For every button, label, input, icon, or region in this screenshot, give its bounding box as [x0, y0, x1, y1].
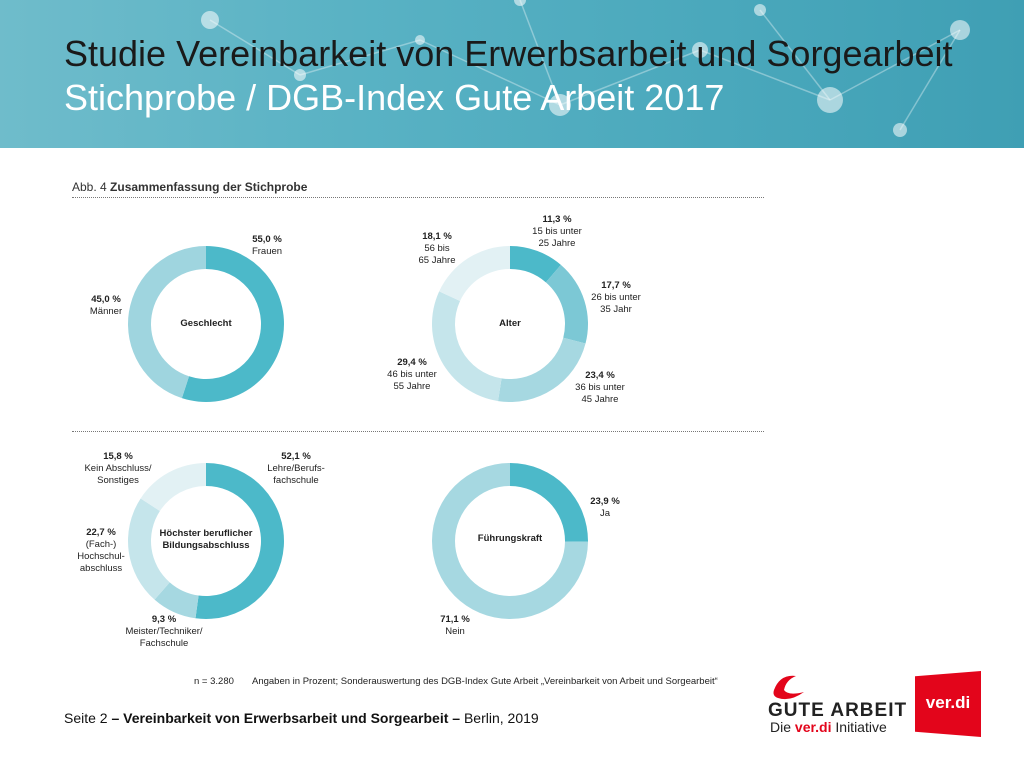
slice-label-text: 65 Jahre	[418, 255, 456, 266]
slice-label-text: Kein Abschluss/	[84, 463, 152, 474]
slice-label-alter-46-55: 29,4 % 46 bis unter 55 Jahre	[387, 357, 437, 393]
gute-arbeit-verdi: ver.di	[794, 719, 832, 735]
slice-label-text: fachschule	[273, 475, 319, 486]
gute-arbeit-swoosh-icon	[773, 675, 804, 700]
footer-page: Seite 2	[64, 710, 108, 726]
donut-slice-2	[498, 337, 586, 402]
slice-label-alter-15-25: 11,3 % 15 bis unter 25 Jahre	[532, 214, 582, 250]
slice-label-text: (Fach-)	[85, 539, 117, 550]
slice-percentage: 71,1 %	[440, 614, 470, 625]
center-label-line-2: Bildungsabschluss	[162, 540, 250, 551]
donut-slice-0	[181, 246, 284, 402]
slice-percentage: 22,7 %	[86, 527, 116, 538]
donut-slice-3	[432, 291, 502, 402]
verdi-logo: ver.di	[915, 671, 981, 737]
donut-slice-1	[432, 463, 588, 619]
donut-chart-geschlecht	[127, 246, 284, 402]
slice-label-text: 36 bis unter	[575, 382, 625, 393]
slice-percentage: 18,1 %	[422, 231, 452, 242]
source-note: Angaben in Prozent; Sonderauswertung des…	[252, 676, 718, 687]
slice-label-text: 55 Jahre	[393, 381, 431, 392]
slice-label-maenner: 45,0 % Männer	[90, 294, 122, 318]
slice-percentage: 23,9 %	[590, 496, 620, 507]
sample-size-note: n = 3.280	[194, 676, 234, 687]
gute-arbeit-initiative: Initiative	[835, 719, 887, 735]
slice-label-text: Hochschul-	[77, 551, 125, 562]
slice-label-hochschule: 22,7 % (Fach-) Hochschul-abschluss	[77, 527, 125, 575]
divider-top	[72, 197, 764, 198]
donut-slice-4	[439, 246, 510, 301]
donut-slice-3	[140, 463, 206, 511]
donut-chart-bildungsabschluss	[127, 463, 285, 619]
header-banner: Studie Vereinbarkeit von Erwerbsarbeit u…	[0, 0, 1024, 148]
slice-percentage: 17,7 %	[601, 280, 631, 291]
slice-label-alter-26-35: 17,7 % 26 bis unter 35 Jahr	[591, 280, 641, 316]
center-label-geschlecht: Geschlecht	[180, 318, 232, 329]
divider-middle	[72, 431, 764, 432]
donut-slice-0	[510, 246, 561, 283]
slice-label-ja: 23,9 % Ja	[590, 496, 620, 520]
slice-label-text: 56 bis	[424, 243, 450, 254]
donut-slice-0	[195, 463, 285, 619]
figure-caption: Abb. 4 Zusammenfassung der Stichprobe	[72, 180, 307, 194]
footer: Seite 2 – Vereinbarkeit von Erwerbsarbei…	[64, 710, 539, 726]
center-label-alter: Alter	[499, 318, 521, 329]
figure-label: Abb. 4	[72, 180, 107, 194]
footer-dash-1: –	[111, 710, 120, 726]
donut-slice-0	[510, 463, 588, 542]
slice-label-text: Fachschule	[139, 638, 189, 649]
slice-label-text: Sonstiges	[97, 475, 139, 486]
gute-arbeit-logo: GUTE ARBEIT Die ver.di Initiative	[768, 670, 906, 736]
slice-label-text: 25 Jahre	[538, 238, 576, 249]
slice-label-frauen: 55,0 % Frauen	[252, 234, 282, 258]
slice-label-alter-36-45: 23,4 % 36 bis unter 45 Jahre	[575, 370, 625, 406]
page-subtitle: Stichprobe / DGB-Index Gute Arbeit 2017	[64, 77, 725, 118]
slice-percentage: 9,3 %	[151, 614, 177, 625]
slice-percentage: 23,4 %	[585, 370, 615, 381]
center-label-fuehrungskraft: Führungskraft	[477, 533, 543, 544]
slice-label-text: Frauen	[251, 246, 283, 257]
slice-percentage: 45,0 %	[91, 294, 121, 305]
footer-place: Berlin, 2019	[463, 710, 539, 726]
slice-percentage: 55,0 %	[252, 234, 282, 245]
slice-label-text: abschluss	[79, 563, 123, 574]
gute-arbeit-text: GUTE ARBEIT	[768, 700, 908, 721]
footer-dash-2: –	[452, 710, 461, 726]
slice-label-text: Männer	[89, 306, 123, 317]
slice-label-text: Ja	[599, 508, 611, 519]
gute-arbeit-die: Die	[770, 719, 792, 735]
center-label-bildungsabschluss: Höchster beruflicher Bildungsabschluss	[160, 528, 253, 552]
slice-label-alter-56-65: 18,1 % 56 bis 65 Jahre	[419, 231, 456, 267]
slice-label-meister: 9,3 % Meister/Techniker/Fachschule	[125, 614, 202, 650]
donut-slice-1	[154, 582, 199, 619]
gute-arbeit-subline: Die ver.di Initiative	[770, 719, 887, 735]
slice-label-text: Meister/Techniker/	[125, 626, 203, 637]
slice-percentage: 29,4 %	[397, 357, 427, 368]
slice-label-kein-abschluss: 15,8 % Kein Abschluss/Sonstiges	[84, 451, 151, 487]
donut-chart-fuehrungskraft	[432, 463, 588, 619]
slice-label-text: 45 Jahre	[581, 394, 619, 405]
donut-slice-2	[127, 498, 170, 600]
donut-chart-alter	[432, 246, 588, 402]
figure-caption-text: Zusammenfassung der Stichprobe	[110, 180, 308, 194]
slice-percentage: 15,8 %	[103, 451, 133, 462]
slice-label-text: 15 bis unter	[532, 226, 582, 237]
slice-label-lehre: 52,1 % Lehre/Berufs-fachschule	[267, 451, 325, 487]
center-label-line-1: Höchster beruflicher	[159, 528, 253, 539]
slice-label-text: Lehre/Berufs-	[267, 463, 325, 474]
verdi-logo-text: ver.di	[925, 693, 971, 712]
donut-slice-1	[127, 246, 206, 399]
network-background-graphic	[201, 0, 970, 137]
donut-slice-1	[545, 264, 588, 344]
slice-label-text: 26 bis unter	[591, 292, 641, 303]
footer-study: Vereinbarkeit von Erwerbsarbeit und Sorg…	[123, 710, 449, 726]
slice-percentage: 11,3 %	[542, 214, 572, 225]
page-title: Studie Vereinbarkeit von Erwerbsarbeit u…	[64, 33, 953, 74]
slice-percentage: 52,1 %	[281, 451, 311, 462]
slice-label-nein: 71,1 % Nein	[440, 614, 470, 638]
slice-label-text: Nein	[445, 626, 465, 637]
slice-label-text: 35 Jahr	[600, 304, 632, 315]
slice-label-text: 46 bis unter	[387, 369, 437, 380]
